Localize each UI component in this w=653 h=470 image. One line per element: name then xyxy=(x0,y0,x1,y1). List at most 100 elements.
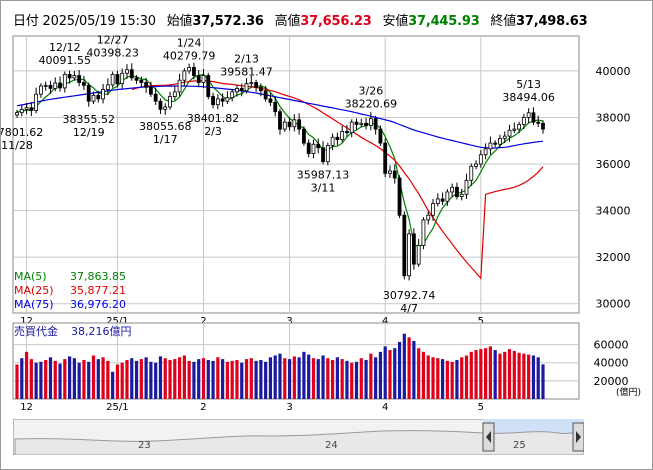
candle xyxy=(330,133,335,151)
annotation-value-9: 38220.69 xyxy=(345,97,398,110)
candle-body xyxy=(450,186,455,193)
candle xyxy=(244,78,249,94)
candle xyxy=(383,138,388,178)
annotation-4: 38055.681/17 xyxy=(139,120,192,146)
volume-chart[interactable]: 20000 40000 60000 12 25/1 2 3 4 5 売買代金 38,216億円… xyxy=(1,321,652,411)
navigator-left-handle[interactable] xyxy=(482,422,495,452)
price-ytick-36000: 36000 xyxy=(596,158,631,171)
volume-bar xyxy=(125,360,129,399)
volume-bar xyxy=(72,358,76,399)
annotation-value-10: 30792.74 xyxy=(383,289,436,302)
candle xyxy=(139,76,144,88)
range-navigator[interactable]: 23 24 25 xyxy=(13,419,584,455)
volume-bar xyxy=(264,361,268,399)
candle-body xyxy=(82,82,86,86)
candle-body xyxy=(521,117,526,125)
volume-ytick-40000: 40000 xyxy=(594,357,629,370)
volume-bar xyxy=(431,357,435,399)
candle xyxy=(43,81,48,91)
candle xyxy=(19,105,24,117)
volume-bar xyxy=(63,359,67,399)
candle xyxy=(440,192,445,205)
candle xyxy=(15,109,19,118)
volume-bar xyxy=(388,350,392,399)
volume-bar xyxy=(460,357,464,399)
candle-body xyxy=(364,122,368,127)
candle xyxy=(182,68,187,86)
candle xyxy=(249,76,254,88)
annotation-date-10: 4/7 xyxy=(400,302,418,315)
candle-body xyxy=(392,170,397,179)
volume-xtick-2: 12 xyxy=(20,402,33,411)
candle xyxy=(526,108,531,124)
candle-body xyxy=(421,219,426,246)
volume-bar xyxy=(235,360,239,399)
candle-body xyxy=(67,74,72,79)
candle-body xyxy=(163,106,168,110)
candle xyxy=(82,76,86,91)
candle xyxy=(39,83,43,98)
candle xyxy=(478,150,483,168)
candle-body xyxy=(321,147,325,163)
candle xyxy=(58,76,62,92)
candle-body xyxy=(282,121,287,130)
volume-bar xyxy=(240,362,244,399)
price-xtick-57: 3 xyxy=(286,316,292,327)
candle xyxy=(536,115,541,128)
candle xyxy=(177,73,182,97)
candle-body xyxy=(120,72,125,85)
volume-bar xyxy=(292,356,296,399)
volume-bar xyxy=(369,353,373,399)
candle xyxy=(282,118,287,132)
annotation-value-1: 40091.55 xyxy=(39,54,92,67)
volume-bar xyxy=(201,358,206,399)
candle-body xyxy=(325,145,330,163)
annotation-date-11: 5/13 xyxy=(516,78,541,91)
candle xyxy=(67,70,72,84)
candle-body xyxy=(388,170,392,174)
volume-bar xyxy=(364,360,368,399)
volume-bar xyxy=(436,358,440,399)
candle-body xyxy=(77,75,82,83)
annotation-value-7: 39581.47 xyxy=(220,66,273,79)
volume-bar xyxy=(393,348,397,399)
candle-body xyxy=(297,119,302,130)
candle-body xyxy=(125,69,129,74)
candle-body xyxy=(502,135,507,139)
volume-bar xyxy=(469,351,473,399)
volume-bar xyxy=(249,358,253,399)
candle-body xyxy=(373,118,378,130)
candle-body xyxy=(225,97,230,102)
candle-body xyxy=(397,177,402,216)
volume-ytick-60000: 60000 xyxy=(594,339,629,352)
volume-bar xyxy=(101,357,105,399)
volume-bar xyxy=(24,351,29,399)
candle xyxy=(129,63,134,81)
volume-xtick-97: 5 xyxy=(478,402,484,411)
candle xyxy=(134,75,139,84)
candle-body xyxy=(235,87,239,93)
volume-bar xyxy=(527,354,531,399)
navigator-right-handle[interactable] xyxy=(572,422,584,452)
candle-body xyxy=(144,82,149,88)
price-chart[interactable]: 37801.6211/2812/1240091.5538355.5212/191… xyxy=(1,1,652,331)
candle xyxy=(72,70,77,81)
candle-body xyxy=(134,77,139,81)
volume-bar xyxy=(316,359,320,399)
volume-bar xyxy=(168,360,172,399)
ma5-value: 37,863.85 xyxy=(70,270,126,283)
candle xyxy=(192,62,196,80)
volume-bar xyxy=(259,360,263,399)
candle-body xyxy=(192,67,196,76)
volume-bar xyxy=(464,355,469,399)
candle-body xyxy=(62,74,67,89)
candle xyxy=(258,83,263,97)
open-value: 37,572.36 xyxy=(192,14,264,29)
candle-body xyxy=(53,82,58,89)
volume-bar xyxy=(450,361,454,399)
candle-body xyxy=(416,245,421,265)
candle-body xyxy=(459,193,464,198)
candle-body xyxy=(273,101,278,113)
volume-bar xyxy=(197,359,201,399)
